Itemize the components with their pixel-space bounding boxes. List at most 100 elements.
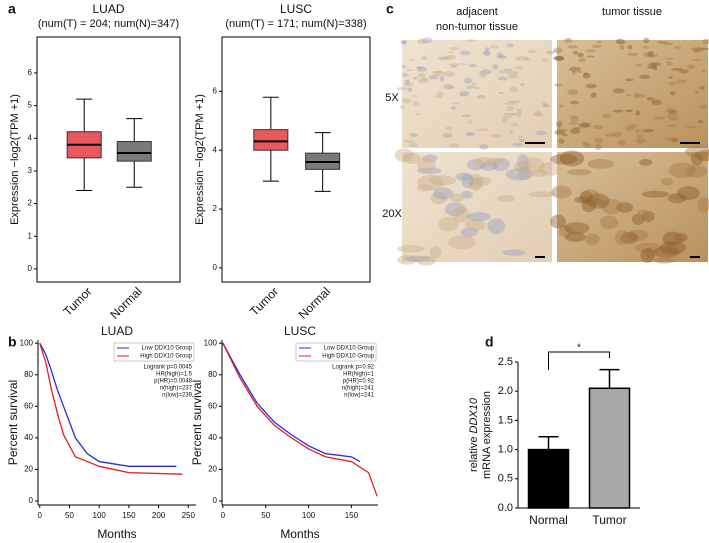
texture-blob (438, 216, 459, 232)
texture-blob (480, 162, 499, 171)
texture-blob (676, 79, 687, 84)
texture-blob (586, 193, 610, 209)
texture-blob (666, 61, 672, 66)
texture-blob (402, 73, 410, 77)
y-tick-label: 5 (28, 101, 33, 110)
texture-blob (480, 69, 492, 75)
texture-blob (634, 242, 661, 253)
texture-blob (651, 99, 662, 105)
chart: LUAD Months Percent survival 0 20 40 60 80 100 0 5… (6, 324, 196, 541)
texture-blob (404, 79, 411, 85)
texture-blob (550, 153, 578, 165)
texture-blob (509, 129, 514, 134)
texture-blob (582, 141, 589, 147)
texture-blob (617, 140, 626, 146)
texture-blob (397, 244, 425, 253)
y-axis-label: Expression −log2(TPM +1) (9, 94, 21, 225)
texture-blob (554, 83, 563, 87)
texture-blob (631, 213, 645, 225)
chart: LUSC (num(T) = 171; num(N)=338) Expression… (194, 2, 371, 322)
texture-blob (554, 55, 565, 61)
texture-blob (652, 65, 658, 71)
significance-label: * (577, 343, 581, 354)
texture-blob (635, 134, 644, 138)
texture-blob (669, 91, 676, 96)
plot-frame (221, 36, 371, 283)
texture-blob (558, 104, 564, 108)
texture-blob (497, 76, 508, 81)
texture-blob (694, 47, 704, 53)
texture-blob (659, 241, 686, 255)
y-tick-label: 1.0 (498, 444, 513, 456)
texture-blob (653, 116, 666, 120)
texture-blob (611, 132, 622, 137)
texture-blob (518, 138, 525, 143)
texture-blob (479, 71, 484, 77)
x-tick-label: 50 (65, 511, 74, 520)
texture-blob (562, 133, 568, 137)
y-tick-label: 20 (24, 465, 33, 474)
y-tick-label: 100 (20, 338, 34, 347)
texture-blob (415, 113, 421, 116)
texture-blob (442, 132, 453, 138)
texture-blob (692, 58, 703, 61)
texture-blob (461, 173, 474, 188)
texture-blob (663, 42, 673, 46)
texture-blob (506, 43, 514, 48)
y-tick-label: 0 (28, 264, 33, 273)
texture-blob (678, 69, 689, 74)
texture-blob (507, 70, 519, 76)
column-label: adjacent (456, 6, 498, 18)
texture-blob (594, 137, 604, 144)
texture-blob (588, 198, 604, 206)
texture-blob (417, 174, 445, 191)
texture-blob (532, 112, 544, 117)
texture-blob (641, 190, 669, 198)
texture-blob (602, 113, 611, 119)
texture-blob (558, 225, 573, 238)
texture-blob (416, 184, 433, 192)
texture-blob (401, 98, 412, 104)
texture-blob (430, 191, 448, 205)
texture-blob (463, 77, 473, 84)
texture-blob (649, 62, 662, 67)
texture-blob (433, 70, 446, 77)
texture-blob (405, 69, 414, 72)
survival-curve (39, 342, 183, 475)
texture-blob (444, 54, 456, 60)
x-tick-label: 100 (302, 511, 316, 520)
texture-blob (542, 104, 550, 108)
texture-blob (485, 157, 503, 166)
chart-title: LUAD (101, 324, 133, 338)
texture-blob (445, 126, 453, 131)
texture-blob (477, 128, 488, 132)
texture-blob (629, 124, 637, 129)
texture-blob (668, 81, 677, 86)
y-tick-label: 6 (28, 68, 33, 77)
texture-blob (582, 73, 591, 79)
texture-blob (702, 38, 709, 45)
texture-blob (677, 186, 700, 201)
texture-blob (484, 47, 490, 52)
texture-blob (642, 210, 655, 223)
texture-blob (640, 248, 655, 263)
texture-blob (586, 55, 595, 58)
texture-blob (416, 66, 427, 72)
texture-blob (447, 235, 476, 250)
texture-blob (531, 169, 548, 178)
texture-blob (448, 143, 460, 148)
texture-blob (627, 44, 633, 50)
texture-group (394, 37, 709, 266)
texture-blob (517, 166, 532, 181)
texture-blob (444, 202, 466, 217)
texture-blob (492, 157, 510, 171)
texture-blob (472, 86, 481, 89)
texture-blob (527, 49, 536, 54)
texture-blob (527, 191, 555, 198)
texture-blob (421, 37, 433, 44)
texture-blob (481, 73, 487, 79)
texture-blob (428, 75, 439, 80)
texture-blob (624, 109, 634, 113)
annotation: n(low)=241 (344, 393, 375, 399)
panel-label: c (386, 1, 394, 17)
